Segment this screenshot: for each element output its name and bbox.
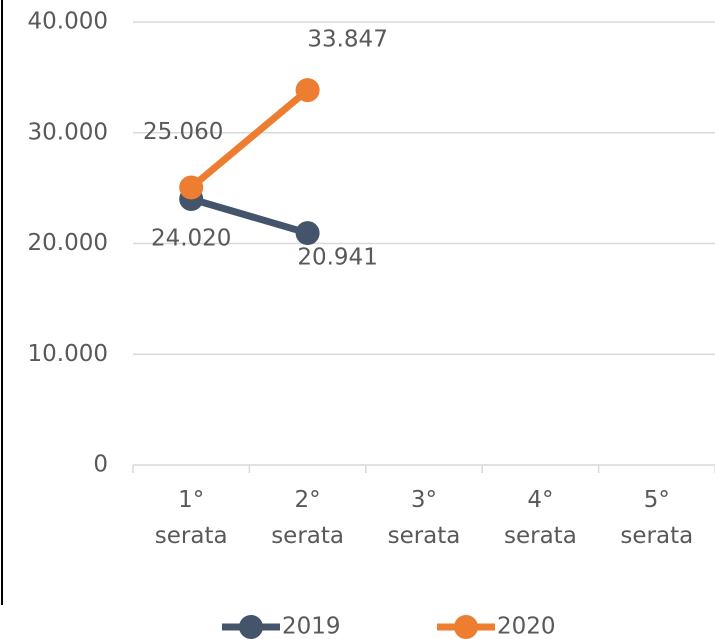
y-tick-label: 40.000 bbox=[28, 9, 108, 35]
point bbox=[179, 175, 204, 200]
legend-marker bbox=[454, 615, 478, 639]
legend-marker bbox=[239, 615, 263, 639]
x-tick-label: 5° serata bbox=[620, 487, 693, 549]
data-label: 24.020 bbox=[151, 225, 231, 251]
x-tick-label: 1° serata bbox=[155, 487, 228, 549]
x-tick-label: 3° serata bbox=[388, 487, 461, 549]
point bbox=[295, 78, 320, 103]
legend-label: 2020 bbox=[497, 614, 556, 639]
x-tick-label: 2° serata bbox=[271, 487, 344, 549]
series-line bbox=[188, 87, 310, 191]
data-label: 25.060 bbox=[143, 119, 223, 145]
legend-label: 2019 bbox=[282, 614, 341, 639]
y-tick-label: 0 bbox=[93, 452, 108, 478]
point bbox=[295, 221, 320, 246]
x-tick-label: 4° serata bbox=[504, 487, 577, 549]
y-tick-label: 10.000 bbox=[28, 341, 108, 367]
y-tick-label: 30.000 bbox=[28, 119, 108, 145]
data-label: 33.847 bbox=[307, 27, 387, 53]
data-label: 20.941 bbox=[297, 245, 377, 271]
y-tick-label: 20.000 bbox=[28, 230, 108, 256]
series-line bbox=[190, 195, 309, 237]
